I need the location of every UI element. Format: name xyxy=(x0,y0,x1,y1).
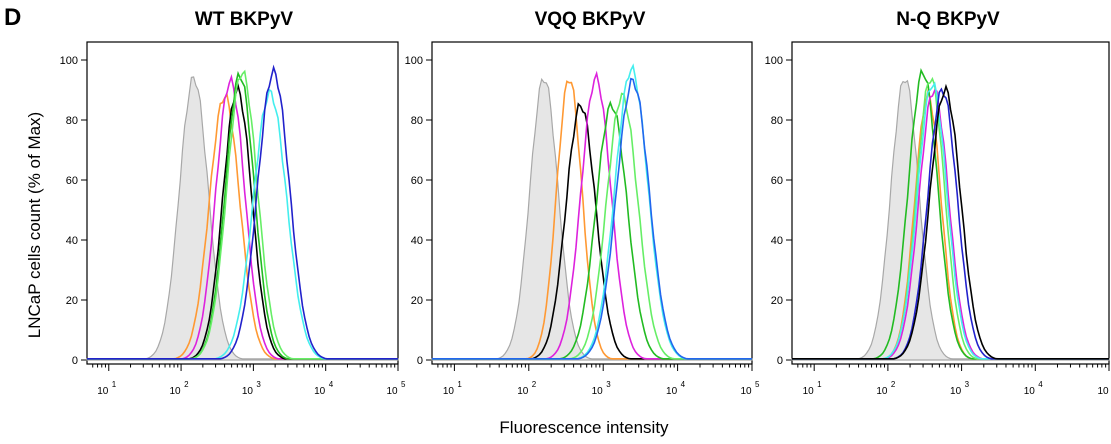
histogram-line xyxy=(432,77,752,360)
panel-letter: D xyxy=(4,4,21,31)
x-tick-label: 10 xyxy=(1024,386,1036,397)
y-tick-label: 20 xyxy=(771,295,783,307)
x-tick-label: 10 xyxy=(950,386,962,397)
x-tick-label: 10 xyxy=(592,386,604,397)
panel-title: N-Q BKPyV xyxy=(896,9,1000,30)
x-tick-exponent: 4 xyxy=(1038,380,1043,389)
x-tick-label: 10 xyxy=(517,386,529,397)
histogram-line xyxy=(432,63,752,360)
y-tick-label: 100 xyxy=(405,55,423,67)
x-tick-label: 10 xyxy=(803,386,815,397)
y-tick-label: 40 xyxy=(411,235,423,247)
x-tick-exponent: 2 xyxy=(184,380,189,389)
x-tick-exponent: 4 xyxy=(681,380,686,389)
x-axis-label: Fluorescence intensity xyxy=(499,418,669,437)
x-tick-exponent: 5 xyxy=(401,380,406,389)
y-tick-label: 60 xyxy=(771,175,783,187)
y-tick-label: 40 xyxy=(771,235,783,247)
x-tick-label: 10 xyxy=(97,386,109,397)
x-tick-label: 10 xyxy=(443,386,455,397)
x-tick-label: 10 xyxy=(170,386,182,397)
y-axis-label: LNCaP cells count (% of Max) xyxy=(25,112,44,338)
y-tick-label: 60 xyxy=(66,175,78,187)
y-tick-label: 0 xyxy=(72,355,78,367)
x-tick-label: 10 xyxy=(242,386,254,397)
x-tick-exponent: 2 xyxy=(532,380,537,389)
y-tick-label: 80 xyxy=(771,115,783,127)
x-tick-exponent: 2 xyxy=(891,380,896,389)
x-tick-label: 10 xyxy=(666,386,678,397)
histogram-line xyxy=(432,92,752,360)
histogram-line xyxy=(792,83,1109,360)
panel-title: WT BKPyV xyxy=(195,9,294,30)
y-tick-label: 80 xyxy=(411,115,423,127)
y-tick-label: 100 xyxy=(765,55,783,67)
histogram-line xyxy=(87,64,398,360)
y-tick-label: 20 xyxy=(411,295,423,307)
x-tick-exponent: 1 xyxy=(457,380,462,389)
y-tick-label: 40 xyxy=(66,235,78,247)
x-tick-label: 10 xyxy=(740,386,752,397)
x-tick-exponent: 5 xyxy=(755,380,760,389)
y-tick-label: 0 xyxy=(417,355,423,367)
x-tick-label: 10 xyxy=(386,386,398,397)
x-tick-exponent: 4 xyxy=(329,380,334,389)
x-tick-exponent: 1 xyxy=(817,380,822,389)
x-tick-exponent: 1 xyxy=(112,380,117,389)
x-tick-label: 10 xyxy=(314,386,326,397)
x-tick-exponent: 3 xyxy=(606,380,611,389)
y-tick-label: 100 xyxy=(60,55,78,67)
x-tick-label: 10 xyxy=(876,386,888,397)
plot-frame xyxy=(791,41,1110,365)
panel-title: VQQ BKPyV xyxy=(535,9,646,30)
y-tick-label: 80 xyxy=(66,115,78,127)
x-tick-label: 10 xyxy=(1097,386,1109,397)
x-tick-exponent: 3 xyxy=(965,380,970,389)
y-tick-label: 0 xyxy=(777,355,783,367)
y-tick-label: 20 xyxy=(66,295,78,307)
y-tick-label: 60 xyxy=(411,175,423,187)
x-tick-exponent: 3 xyxy=(256,380,261,389)
